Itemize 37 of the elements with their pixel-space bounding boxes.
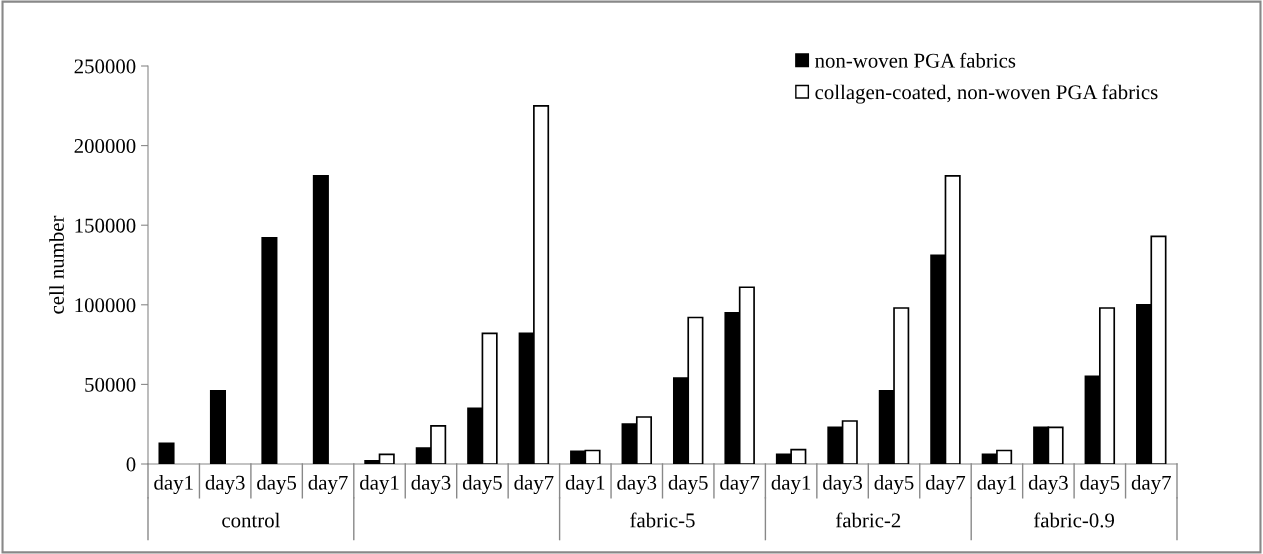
text: fabric-2: [835, 512, 901, 528]
y-axis-title: cell number: [49, 215, 64, 314]
bar: [158, 442, 175, 464]
x-tick-label: day3: [823, 475, 863, 495]
y-tick-label: 100000: [75, 298, 136, 313]
text: fabric-0.9: [1033, 512, 1115, 528]
x-tick-label: day7: [514, 475, 554, 495]
x-tick-label: day1: [977, 475, 1016, 495]
y-tick-label: 250000: [74, 59, 136, 74]
x-tick-label: day5: [1080, 475, 1120, 495]
x-tick-label: day1: [360, 475, 399, 495]
y-tick-label: 0: [126, 457, 136, 472]
x-tick-label: day5: [874, 475, 914, 495]
legend-label: collagen-coated, non-woven PGA fabrics: [815, 84, 1158, 104]
bar: [261, 237, 278, 464]
x-tick-label: day7: [720, 475, 760, 495]
x-tick-label: day3: [411, 475, 451, 495]
x-tick-label: day5: [257, 475, 297, 495]
text: control: [222, 512, 280, 528]
legend-label: non-woven PGA fabrics: [815, 52, 1016, 68]
x-tick-label: day3: [1028, 475, 1068, 495]
x-tick-label: day3: [205, 475, 245, 495]
x-tick-label: day1: [565, 475, 605, 495]
y-tick-label: 200000: [74, 138, 136, 154]
x-tick-label: day5: [668, 475, 708, 495]
x-tick-label: day3: [617, 475, 657, 495]
bar: [209, 389, 227, 464]
y-tick-label: 50000: [85, 377, 136, 392]
x-tick-label: day7: [308, 475, 348, 495]
x-tick-label: day1: [771, 475, 811, 495]
x-tick-label: day1: [154, 475, 193, 495]
text: fabric-5: [630, 512, 695, 528]
y-tick-label: 150000: [75, 218, 136, 233]
bar: [312, 175, 329, 464]
x-tick-label: day5: [462, 475, 502, 495]
x-tick-label: day7: [1131, 475, 1171, 495]
x-tick-label: day7: [925, 475, 966, 495]
